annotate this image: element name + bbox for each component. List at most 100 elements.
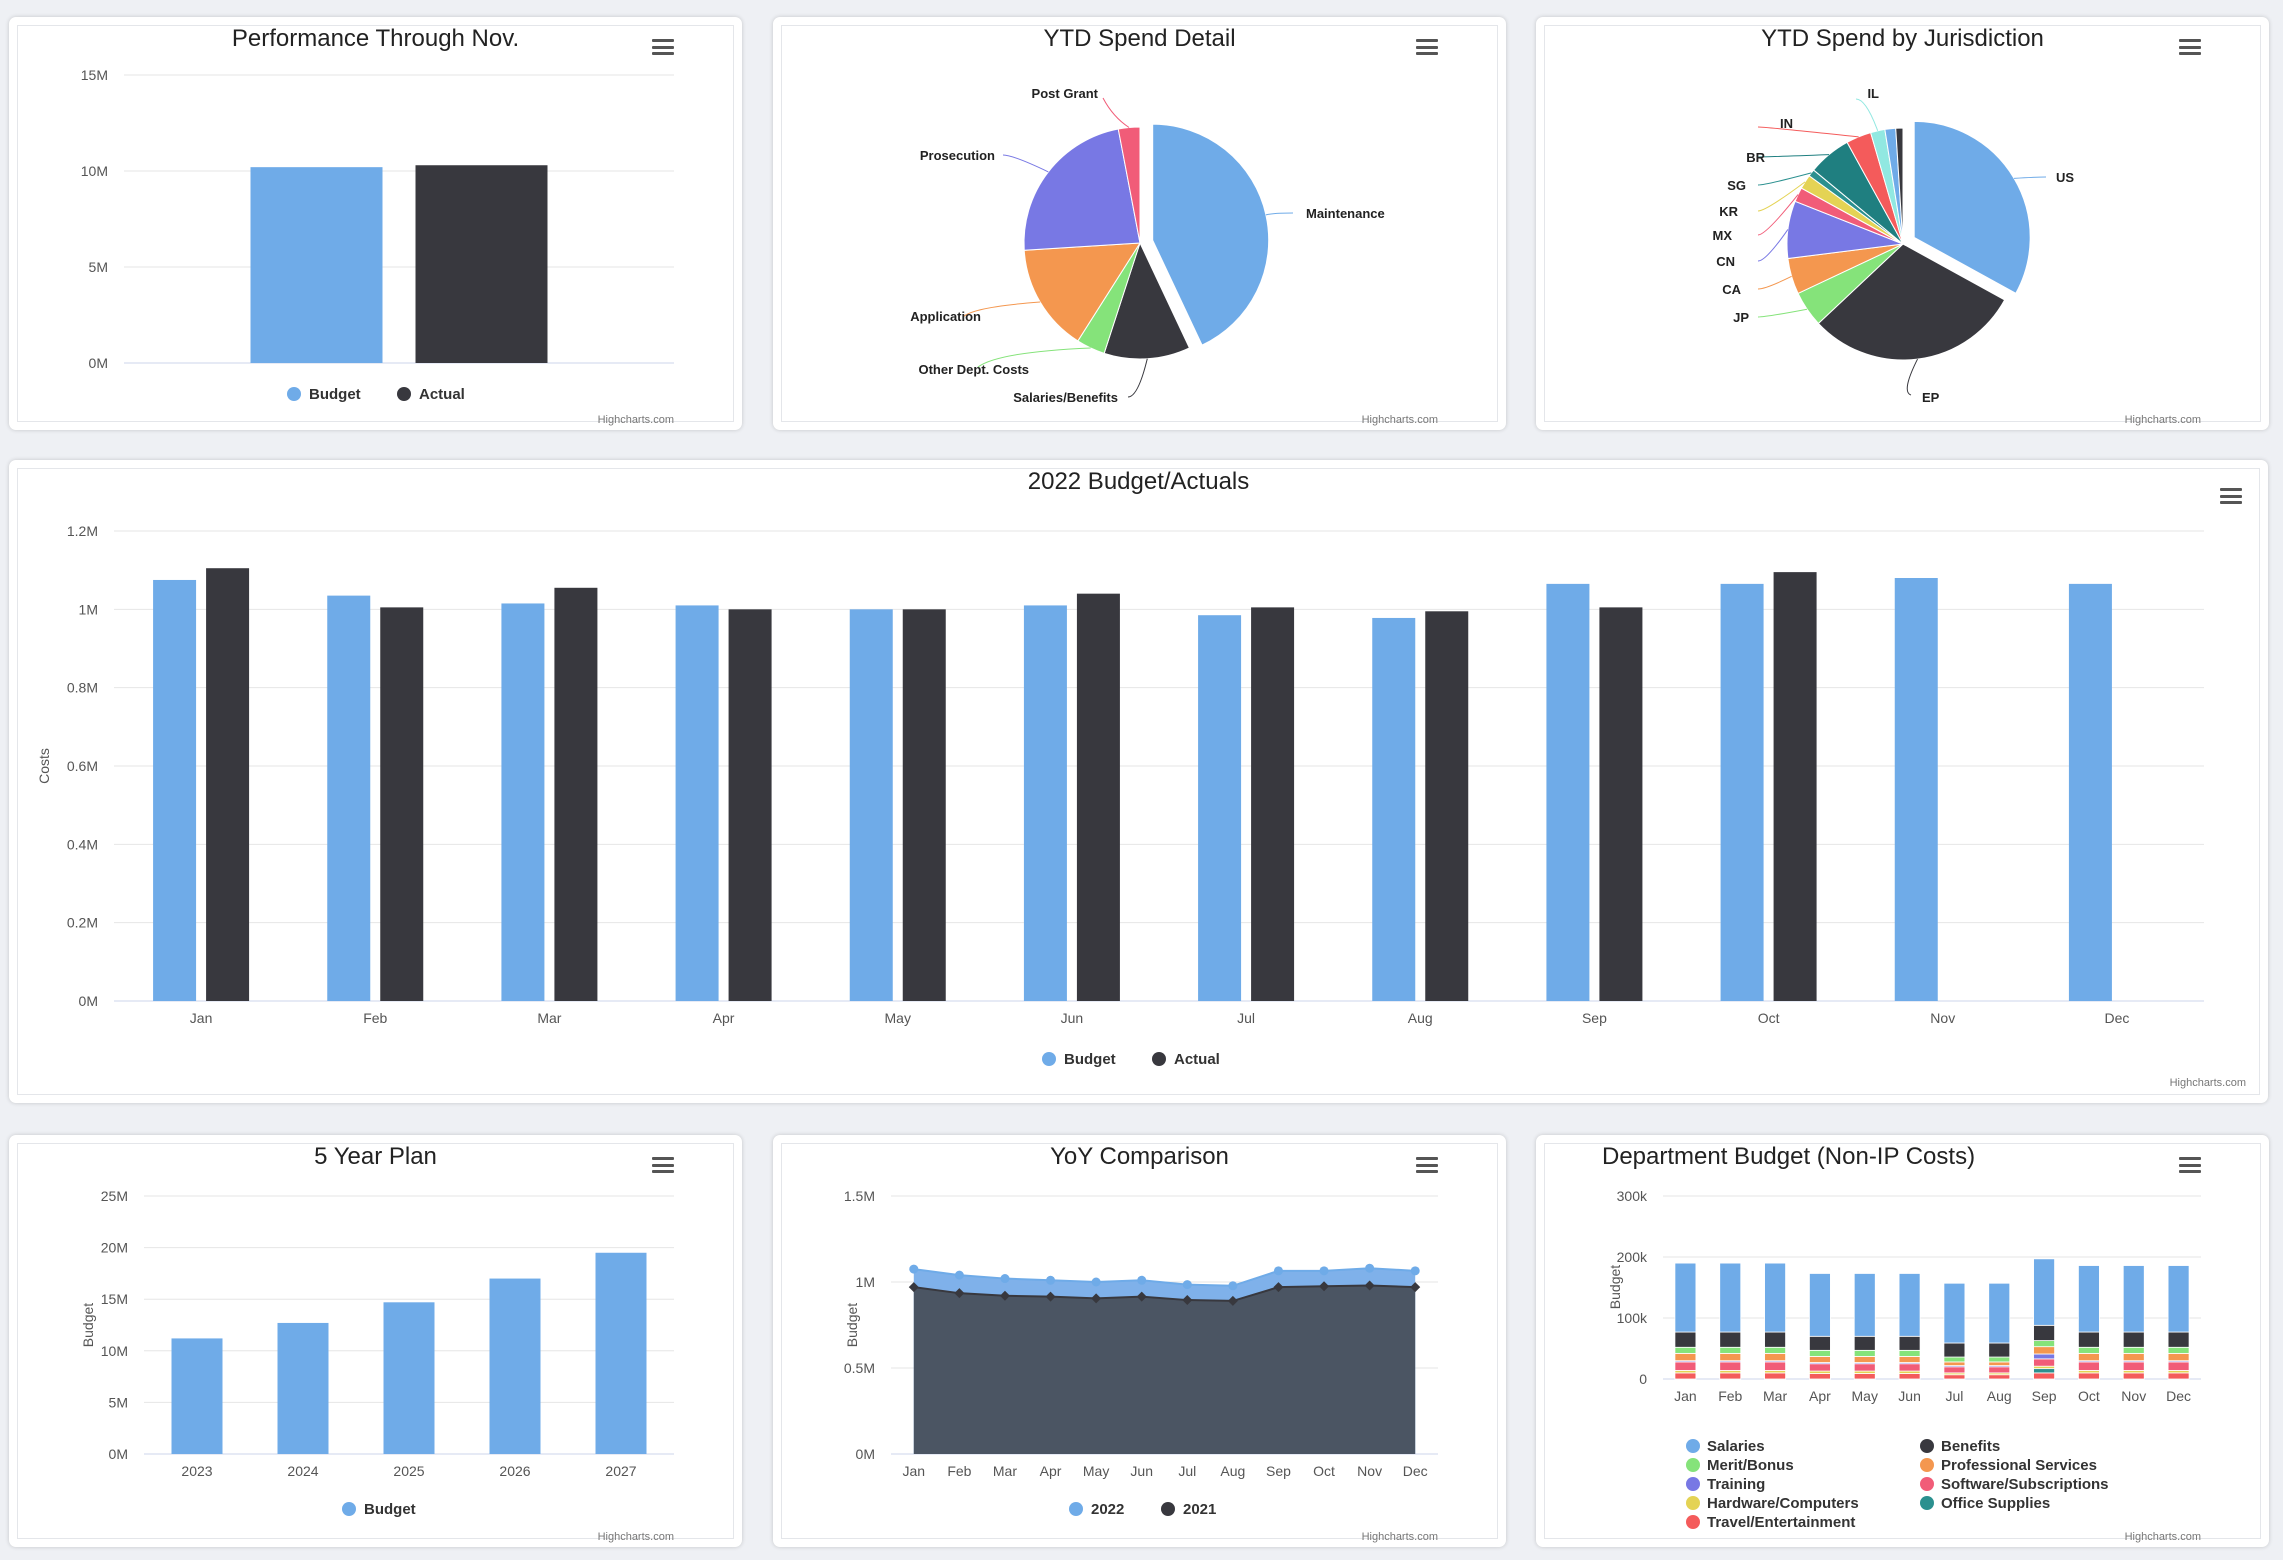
x-tick-label: Jul — [1945, 1388, 1963, 1404]
stacked-segment — [2033, 1340, 2055, 1348]
stacked-segment — [1719, 1346, 1742, 1354]
pie-label: Prosecution — [920, 148, 995, 163]
yoy-panel: YoY Comparison 0M 0.5M 1M 1.5M Budget Jan Feb M… — [773, 1135, 1506, 1547]
stacked-segment — [1898, 1335, 1921, 1351]
context-menu-icon[interactable] — [2220, 488, 2242, 504]
credit-link[interactable]: Highcharts.com — [1361, 1531, 1438, 1543]
series-line-2022 — [913, 1267, 1416, 1287]
stacked-segment — [1809, 1356, 1831, 1363]
legend-label: Budget — [364, 1501, 416, 1518]
stacked-segment — [2033, 1258, 2055, 1326]
data-point — [1182, 1280, 1192, 1290]
credit-link[interactable]: Highcharts.com — [597, 1531, 674, 1543]
y-tick-label: 10M — [81, 163, 108, 179]
stacked-segment — [1674, 1346, 1697, 1354]
y-tick-label: 0.8M — [67, 680, 98, 696]
pie-slice — [1023, 242, 1141, 342]
x-tick-label: May — [1083, 1463, 1109, 1479]
stacked-segment — [1719, 1352, 1742, 1362]
stacked-segment — [1764, 1346, 1786, 1354]
credit-link[interactable]: Highcharts.com — [2169, 1077, 2246, 1089]
bar-actual — [728, 609, 772, 1001]
stacked-segment — [1988, 1361, 2011, 1366]
x-tick-label: Sep — [2032, 1388, 2057, 1404]
stacked-segment — [2167, 1346, 2190, 1354]
legend-marker — [397, 387, 411, 401]
pie-slice — [1023, 128, 1141, 251]
legend-marker — [1069, 1502, 1083, 1516]
x-tick-label: Dec — [2104, 1010, 2129, 1026]
data-point — [1364, 1280, 1375, 1291]
data-point — [1045, 1291, 1056, 1302]
context-menu-icon[interactable] — [1416, 1157, 1438, 1173]
x-tick-label: Mar — [993, 1463, 1017, 1479]
pie-label: EP — [1922, 390, 1940, 405]
chart-title: Department Budget (Non-IP Costs) — [1602, 1143, 1976, 1170]
stacked-segment — [1943, 1361, 1966, 1366]
stacked-segment — [2167, 1331, 2190, 1348]
stacked-segment — [2122, 1352, 2145, 1362]
x-tick-label: 2027 — [605, 1463, 636, 1479]
x-tick-label: 2026 — [499, 1463, 530, 1479]
x-tick-label: Jan — [903, 1463, 926, 1479]
pie-label: Other Dept. Costs — [918, 362, 1029, 377]
stacked-segment — [2033, 1324, 2055, 1341]
stacked-segment — [1853, 1356, 1876, 1363]
bar-budget — [277, 1322, 329, 1454]
data-point — [909, 1264, 919, 1274]
data-point — [908, 1282, 919, 1293]
x-tick-label: Jan — [1674, 1388, 1697, 1404]
x-tick-label: Jan — [190, 1010, 213, 1026]
stacked-segment — [1853, 1335, 1876, 1351]
bar-budget — [327, 595, 371, 1001]
spend-detail-panel: YTD Spend Detail Maintenance Salaries/Ben… — [773, 17, 1506, 430]
stacked-segment — [2122, 1265, 2145, 1333]
context-menu-icon[interactable] — [1416, 39, 1438, 55]
pie-label: KR — [1719, 204, 1738, 219]
pie-label: IN — [1780, 116, 1793, 131]
x-tick-label: May — [1852, 1388, 1878, 1404]
y-tick-label: 25M — [101, 1188, 128, 1204]
pie-slice — [1152, 123, 1270, 346]
credit-link[interactable]: Highcharts.com — [2124, 1531, 2201, 1543]
context-menu-icon[interactable] — [652, 39, 674, 55]
five-year-plan-panel: 5 Year Plan 0M 5M 10M 15M 20M 25M Budget 2023 20… — [9, 1135, 742, 1547]
legend-label: Travel/Entertainment — [1707, 1514, 1855, 1531]
bar-budget — [153, 579, 197, 1001]
context-menu-icon[interactable] — [652, 1157, 674, 1173]
pie-slice — [1117, 126, 1141, 244]
pie-label: IL — [1867, 86, 1879, 101]
stacked-segment — [2078, 1331, 2100, 1348]
x-tick-label: Oct — [1758, 1010, 1780, 1026]
stacked-segment — [1764, 1361, 1786, 1371]
bar-budget — [1720, 583, 1764, 1001]
legend-marker — [1920, 1477, 1934, 1491]
x-tick-label: Nov — [1930, 1010, 1955, 1026]
spend-detail-chart: Maintenance Salaries/Benefits Other Dept. … — [910, 86, 1385, 405]
data-point — [1273, 1282, 1284, 1293]
y-tick-label: 0.6M — [67, 758, 98, 774]
stacked-segment — [2033, 1358, 2055, 1367]
x-tick-label: Dec — [2166, 1388, 2191, 1404]
y-tick-label: 1.5M — [844, 1188, 875, 1204]
credit-link[interactable]: Highcharts.com — [597, 414, 674, 426]
context-menu-icon[interactable] — [2179, 39, 2201, 55]
x-tick-label: Jul — [1237, 1010, 1255, 1026]
credit-link[interactable]: Highcharts.com — [1361, 414, 1438, 426]
credit-link[interactable]: Highcharts.com — [2124, 414, 2201, 426]
context-menu-icon[interactable] — [2179, 1157, 2201, 1173]
y-tick-label: 0M — [109, 1446, 128, 1462]
y-tick-label: 10M — [101, 1343, 128, 1359]
bar-actual — [206, 568, 250, 1001]
legend-label: Budget — [309, 386, 361, 403]
pie-connector — [1127, 358, 1148, 398]
data-point — [1410, 1282, 1421, 1293]
data-point — [1228, 1281, 1238, 1291]
x-tick-label: Mar — [537, 1010, 561, 1026]
y-tick-label: 5M — [89, 259, 108, 275]
legend-marker — [1686, 1439, 1700, 1453]
y-tick-label: 0M — [856, 1446, 875, 1462]
stacked-segment — [1943, 1356, 1966, 1363]
performance-chart: 0M 5M 10M 15M Budget Actual — [81, 67, 674, 403]
bar-budget — [1023, 605, 1067, 1001]
